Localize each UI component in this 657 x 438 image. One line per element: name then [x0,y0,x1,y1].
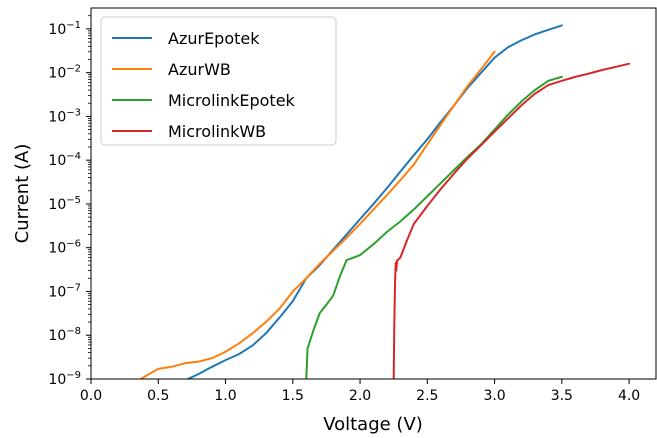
legend-label: MicrolinkEpotek [168,91,296,110]
y-axis-title: Current (A) [12,144,33,244]
x-tick-label: 3.0 [483,388,505,404]
y-tick-label: 10−1 [48,20,81,38]
y-tick-exponent: −8 [66,326,81,337]
legend-label: AzurEpotek [168,29,260,48]
series-line-microlinkwb [392,62,631,379]
y-tick-exponent: −2 [66,64,81,75]
y-tick-exponent: −5 [66,195,81,206]
y-tick-label: 10−4 [48,151,81,169]
y-axis: 10−910−810−710−610−510−410−310−210−1 [48,15,91,388]
x-tick-label: 2.0 [349,388,371,404]
legend-box [100,16,337,146]
x-tick-label: 3.5 [551,388,573,404]
x-axis-title: Voltage (V) [323,414,423,435]
series-line-azurepotek [186,24,563,379]
series-line-microlinkepotek [305,75,563,379]
y-tick-label: 10−5 [48,195,81,213]
y-tick-base: 10 [48,22,66,38]
x-tick-label: 1.0 [214,388,236,404]
legend-label: MicrolinkWB [168,122,266,141]
series-layer [139,24,631,379]
x-tick-label: 0.5 [147,388,169,404]
y-tick-label: 10−8 [48,326,81,344]
legend-label: AzurWB [168,60,231,79]
y-tick-base: 10 [48,284,66,300]
x-tick-label: 4.0 [618,388,640,404]
y-tick-exponent: −9 [66,370,81,381]
y-tick-label: 10−2 [48,64,81,82]
y-tick-base: 10 [48,109,66,125]
y-tick-label: 10−3 [48,107,81,125]
x-tick-label: 2.5 [416,388,438,404]
y-tick-base: 10 [48,66,66,82]
y-tick-base: 10 [48,197,66,213]
y-tick-base: 10 [48,153,66,169]
x-tick-label: 0.0 [80,388,102,404]
y-tick-label: 10−6 [48,239,81,257]
y-tick-base: 10 [48,241,66,257]
y-tick-exponent: −1 [66,20,81,31]
y-tick-exponent: −7 [66,282,81,293]
x-tick-label: 1.5 [282,388,304,404]
y-tick-base: 10 [48,328,66,344]
series-line-azurwb [139,50,496,379]
y-tick-label: 10−9 [48,370,81,388]
y-tick-label: 10−7 [48,282,81,300]
legend: AzurEpotek AzurWB MicrolinkEpotek Microlink… [100,16,337,146]
y-tick-exponent: −6 [66,239,81,250]
plot-frame [90,7,657,380]
x-axis: 0.0 0.5 1.0 1.5 2.0 2.5 3.0 3.5 4.0 [80,379,640,404]
y-tick-exponent: −3 [66,107,81,118]
y-tick-base: 10 [48,372,66,388]
y-tick-exponent: −4 [66,151,81,162]
